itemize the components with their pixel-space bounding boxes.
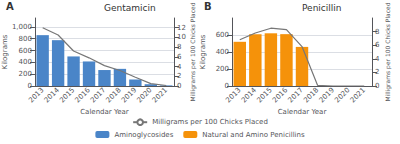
- svg-text:Penicillin: Penicillin: [302, 3, 342, 13]
- svg-text:2013: 2013: [224, 86, 242, 104]
- svg-text:2016: 2016: [74, 86, 92, 104]
- svg-text:0: 0: [27, 82, 31, 90]
- svg-text:400: 400: [19, 58, 32, 66]
- svg-text:Gentamicin: Gentamicin: [104, 3, 156, 13]
- svg-text:Natural and Amino Penicillins: Natural and Amino Penicillins: [202, 131, 305, 139]
- svg-text:2019: 2019: [120, 86, 138, 104]
- svg-text:Kilograms: Kilograms: [1, 34, 9, 69]
- svg-text:0: 0: [375, 82, 379, 90]
- svg-text:Kilograms: Kilograms: [199, 34, 207, 69]
- svg-text:10: 10: [177, 33, 186, 41]
- svg-text:8: 8: [177, 43, 181, 51]
- svg-text:200: 200: [216, 65, 229, 73]
- svg-text:2: 2: [375, 68, 379, 76]
- svg-text:2015: 2015: [58, 86, 76, 104]
- svg-text:2020: 2020: [135, 86, 153, 104]
- svg-text:Aminoglycosides: Aminoglycosides: [114, 131, 173, 139]
- svg-text:400: 400: [216, 48, 229, 56]
- svg-text:A: A: [6, 1, 14, 12]
- svg-text:2014: 2014: [240, 86, 259, 105]
- svg-text:0: 0: [177, 82, 181, 90]
- svg-text:2: 2: [177, 72, 181, 80]
- svg-text:12: 12: [177, 24, 186, 32]
- svg-text:200: 200: [19, 70, 32, 78]
- svg-text:Milligrams per 100 Chicks Plac: Milligrams per 100 Chicks Placed: [152, 118, 268, 126]
- svg-text:2021: 2021: [151, 86, 169, 104]
- svg-text:2019: 2019: [318, 86, 336, 104]
- svg-text:2018: 2018: [302, 86, 320, 104]
- svg-text:4: 4: [177, 63, 182, 71]
- svg-text:2013: 2013: [27, 86, 45, 104]
- svg-text:2014: 2014: [43, 86, 62, 105]
- svg-text:800: 800: [19, 35, 32, 43]
- svg-text:Milligrams per 100 Chicks Plac: Milligrams per 100 Chicks Placed: [384, 2, 392, 101]
- svg-text:2018: 2018: [105, 86, 123, 104]
- svg-text:600: 600: [19, 47, 32, 55]
- svg-text:B: B: [204, 1, 212, 12]
- svg-text:6: 6: [375, 41, 380, 49]
- svg-text:2015: 2015: [255, 86, 273, 104]
- svg-text:2017: 2017: [89, 86, 107, 104]
- svg-text:8: 8: [375, 28, 379, 36]
- svg-text:600: 600: [216, 31, 229, 39]
- svg-text:2017: 2017: [287, 86, 305, 104]
- svg-text:2016: 2016: [271, 86, 289, 104]
- svg-text:2021: 2021: [349, 86, 367, 104]
- svg-text:1,000: 1,000: [12, 23, 32, 31]
- svg-text:4: 4: [375, 55, 380, 63]
- svg-text:6: 6: [177, 53, 182, 61]
- svg-text:2020: 2020: [333, 86, 351, 104]
- svg-text:Milligrams per 100 Chicks Plac: Milligrams per 100 Chicks Placed: [189, 2, 197, 101]
- svg-text:Calendar Year: Calendar Year: [278, 108, 327, 116]
- svg-text:0: 0: [225, 82, 229, 90]
- svg-text:Calendar Year: Calendar Year: [80, 108, 129, 116]
